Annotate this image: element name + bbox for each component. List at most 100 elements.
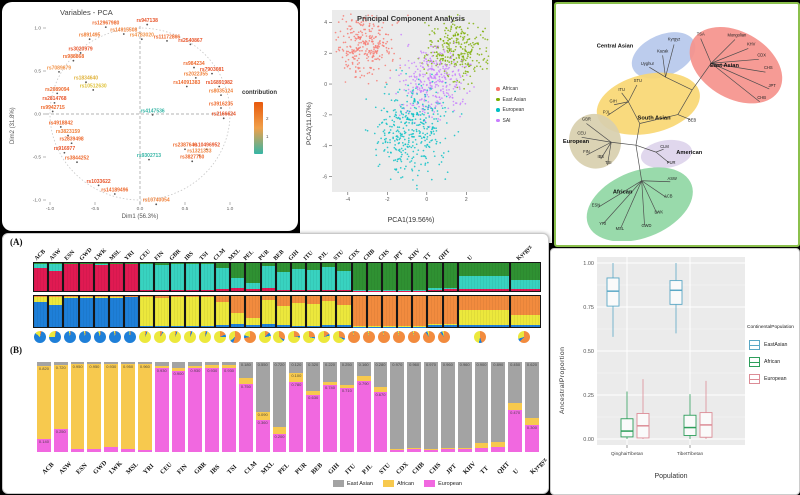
figure-element (125, 263, 139, 264)
data-point (402, 135, 405, 138)
data-point (417, 78, 420, 81)
data-point (400, 155, 403, 158)
data-point (446, 49, 449, 52)
data-point (376, 79, 378, 82)
data-point (388, 155, 391, 158)
data-point (386, 40, 389, 43)
population-label-cell: BEB (272, 239, 287, 262)
figure-element (64, 264, 78, 291)
data-point (454, 34, 457, 37)
data-point (409, 161, 411, 163)
data-point (401, 69, 403, 72)
data-point (411, 168, 413, 171)
data-point (408, 75, 411, 78)
data-point (411, 104, 414, 107)
population-label-cell: ASW (54, 453, 73, 479)
admixture-bar (290, 295, 307, 328)
data-point (471, 59, 474, 62)
data-point (378, 58, 381, 61)
data-point (428, 76, 430, 79)
figure-element (200, 296, 215, 326)
data-point (421, 87, 424, 90)
variable-point (155, 203, 158, 206)
data-point (443, 42, 446, 45)
figure-element: 0.740 (323, 385, 337, 452)
figure-element: 0.930 (222, 368, 236, 452)
data-point (406, 109, 409, 112)
tree-branch (597, 180, 642, 208)
data-point (382, 130, 385, 133)
data-point (424, 93, 426, 96)
figure-element: 0.630 (306, 395, 321, 452)
population-label-cell: CLM (212, 239, 227, 262)
data-point (455, 45, 457, 48)
figure-element (188, 365, 203, 369)
data-point (334, 31, 337, 34)
population-leaf-label: Mongolian (727, 33, 746, 38)
data-point (367, 43, 369, 46)
data-point (371, 56, 374, 59)
tree-branch (614, 101, 629, 106)
data-point (404, 122, 407, 124)
data-point (485, 61, 488, 63)
data-point (481, 68, 484, 70)
data-point (371, 14, 373, 17)
tree-branch (655, 148, 664, 153)
data-point (388, 115, 391, 118)
data-point (376, 45, 379, 47)
data-point (337, 21, 340, 23)
data-point (434, 77, 437, 80)
data-point (463, 58, 465, 61)
variable-label: rs11172866 (154, 34, 181, 40)
data-point (416, 93, 418, 95)
figure-element: 0.790 (356, 380, 371, 452)
figure-element (246, 288, 260, 292)
figure-element (79, 296, 93, 298)
population-label-cell: FIN (172, 453, 189, 479)
data-point (444, 110, 447, 113)
data-point (422, 122, 424, 125)
data-point (411, 144, 414, 147)
data-point (385, 81, 387, 84)
data-point (439, 63, 442, 66)
data-point (420, 81, 423, 83)
figure-element (339, 384, 354, 389)
legend-dot-icon (496, 97, 500, 102)
variable-point (92, 89, 95, 91)
data-point (375, 45, 377, 47)
figure-element: 0.970 (390, 362, 405, 450)
data-point (357, 31, 360, 34)
data-point (370, 30, 372, 33)
data-point (418, 99, 421, 101)
data-point (431, 85, 433, 87)
data-point (442, 39, 445, 42)
data-point (459, 45, 462, 48)
figure-element (64, 263, 78, 264)
population-label-cell: KHV (406, 239, 421, 262)
data-point (401, 135, 404, 138)
data-point (342, 41, 345, 44)
data-point (464, 59, 467, 62)
figure-element: 0.900 (171, 370, 186, 452)
figure-element (322, 267, 336, 290)
data-point (398, 117, 401, 120)
data-point (445, 70, 447, 73)
population-leaf-label: PUR (667, 160, 676, 165)
ancestry-pie (473, 331, 486, 343)
ancestry-pie (288, 331, 301, 343)
population-leaf-label: ITU (618, 87, 625, 92)
data-point (452, 61, 455, 63)
data-point (393, 100, 396, 102)
population-label-cell: PUR (257, 239, 272, 262)
variable-label: rs14091383 (173, 80, 200, 86)
tree-branch (677, 114, 691, 120)
data-point (342, 35, 345, 38)
data-point (377, 32, 380, 35)
data-point (429, 73, 432, 75)
data-point (406, 117, 409, 120)
data-point (377, 165, 380, 168)
data-point (388, 52, 390, 55)
population-label-cell: CEU (155, 453, 174, 479)
variable-label: rs984234 (183, 61, 205, 67)
figure-element (398, 263, 412, 290)
